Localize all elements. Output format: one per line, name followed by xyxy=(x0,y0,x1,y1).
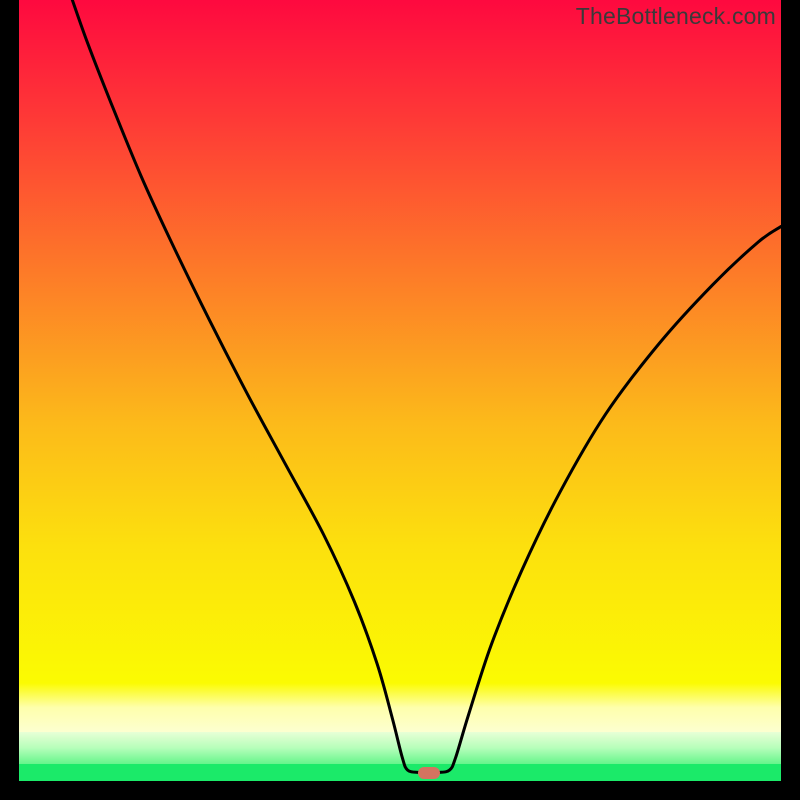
optimum-marker xyxy=(418,767,440,779)
bottleneck-curve xyxy=(72,0,781,773)
bottleneck-curve-svg xyxy=(0,0,800,800)
